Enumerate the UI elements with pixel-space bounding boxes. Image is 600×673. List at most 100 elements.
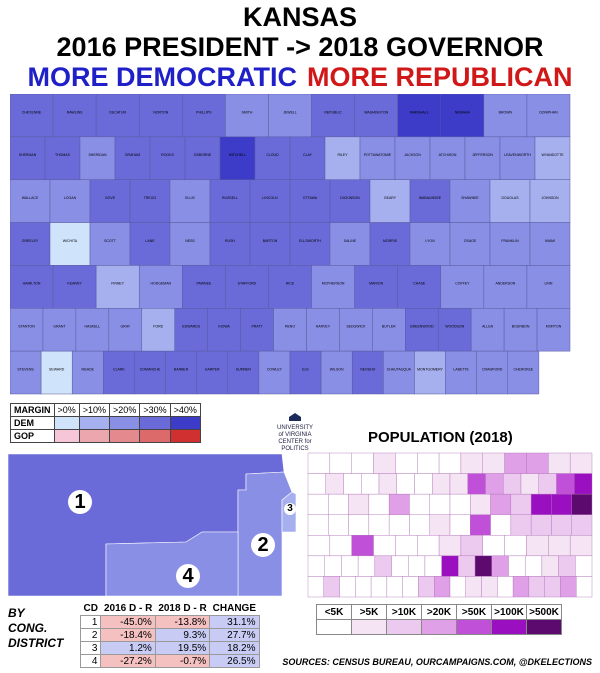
- pop-county-marion: [482, 535, 505, 557]
- county-shape: [369, 179, 411, 223]
- pop-county-jefferson: [538, 473, 557, 495]
- county-jefferson: JEFFERSON: [464, 136, 501, 180]
- county-shape: [476, 350, 509, 395]
- by-district-heading: BY CONG. DISTRICT: [8, 606, 63, 651]
- pop-bin-1: >5K: [351, 604, 387, 620]
- row-change: 31.1%: [209, 615, 260, 629]
- pop-county-atchison: [520, 473, 539, 495]
- pop-county-kearny: [329, 535, 352, 557]
- county-shape: [207, 308, 241, 352]
- county-label: JACKSON: [404, 153, 421, 157]
- county-cloud: CLOUD: [254, 136, 291, 180]
- row-2018: 19.5%: [154, 641, 211, 655]
- county-shape: [169, 179, 211, 223]
- county-label: GREENWOOD: [410, 325, 434, 329]
- county-label: CLARK: [113, 367, 125, 371]
- row-change: 27.7%: [209, 628, 260, 642]
- county-label: DOUGLAS: [501, 196, 519, 200]
- county-shape: [320, 350, 353, 395]
- pop-county-hodgeman: [373, 535, 396, 557]
- pop-county-butler: [491, 555, 509, 577]
- dem-label: DEM: [10, 416, 55, 430]
- county-shape: [324, 136, 361, 180]
- county-label: FINNEY: [111, 282, 125, 286]
- county-label: HARVEY: [316, 325, 331, 329]
- row-change: 18.2%: [209, 641, 260, 655]
- county-label: GRAY: [120, 325, 130, 329]
- county-russell: RUSSELL: [209, 179, 251, 223]
- county-wilson: WILSON: [320, 350, 353, 395]
- county-label: CHASE: [413, 282, 426, 286]
- county-geary: GEARY: [369, 179, 411, 223]
- county-doniphan: DONIPHAN: [526, 94, 571, 138]
- county-label: SUMNER: [236, 367, 252, 371]
- county-shape: [489, 222, 531, 266]
- more-dem-label: MORE DEMOCRATIC: [27, 62, 297, 92]
- county-shape: [354, 94, 398, 138]
- county-clark: CLARK: [103, 350, 135, 395]
- pop-county-stafford: [417, 535, 440, 557]
- county-shape: [268, 265, 312, 309]
- pop-county-lane: [368, 514, 390, 536]
- county-shape: [174, 308, 208, 352]
- county-butler: BUTLER: [372, 308, 406, 352]
- county-saline: SALINE: [329, 222, 371, 266]
- county-label: WABAUNSEE: [419, 196, 442, 200]
- county-shape: [405, 308, 439, 352]
- county-shape: [10, 308, 44, 352]
- county-marion: MARION: [354, 265, 398, 309]
- county-shape: [103, 350, 135, 395]
- pop-county-edwards: [391, 555, 409, 577]
- margin-legend: MARGIN >0% >10% >20% >30% >40% DEM GOP: [10, 403, 201, 443]
- pop-county-franklin: [551, 514, 572, 536]
- county-douglas: DOUGLAS: [489, 179, 531, 223]
- county-lane: LANE: [129, 222, 171, 266]
- gop-swatch-4: [169, 429, 201, 443]
- county-shape: [169, 222, 211, 266]
- county-labette: LABETTE: [445, 350, 477, 395]
- county-label: JEFFERSON: [472, 153, 493, 157]
- county-shape: [95, 265, 140, 309]
- pop-bin-4: >50K: [456, 604, 492, 620]
- county-shape: [536, 308, 571, 352]
- county-shape: [499, 136, 536, 180]
- county-shape: [449, 222, 491, 266]
- county-label: CHEROKEE: [514, 367, 534, 371]
- county-smith: SMITH: [225, 94, 269, 138]
- county-mcpherson: MCPHERSON: [311, 265, 355, 309]
- county-shape: [10, 94, 54, 138]
- row-2016: -18.4%: [100, 628, 156, 642]
- county-label: WOODSON: [445, 325, 464, 329]
- congressional-district-map: [7, 453, 297, 597]
- county-label: NORTON: [153, 110, 169, 114]
- county-shape: [351, 350, 384, 395]
- pop-county-comanche: [370, 576, 388, 598]
- pop-county-saline: [470, 514, 491, 536]
- county-harvey: HARVEY: [306, 308, 340, 352]
- county-label: GOVE: [105, 196, 116, 200]
- county-shape: [529, 179, 571, 223]
- county-label: CLOUD: [266, 153, 279, 157]
- county-label: POTTAWATOMIE: [364, 153, 392, 157]
- county-osborne: OSBORNE: [184, 136, 221, 180]
- county-neosho: NEOSHO: [351, 350, 384, 395]
- county-shape: [10, 222, 51, 266]
- county-shape: [240, 308, 274, 352]
- col-2016: 2016 D - R: [103, 603, 153, 614]
- county-shape: [354, 265, 398, 309]
- pop-swatch-3: [421, 619, 457, 635]
- county-shape: [225, 94, 269, 138]
- county-decatur: DECATUR: [95, 94, 140, 138]
- county-wallace: WALLACE: [10, 179, 51, 223]
- pop-county-meade: [339, 576, 356, 598]
- county-morton: MORTON: [536, 308, 571, 352]
- county-seward: SEWARD: [40, 350, 73, 395]
- county-graham: GRAHAM: [114, 136, 151, 180]
- county-atchison: ATCHISON: [429, 136, 466, 180]
- county-label: COWLEY: [267, 367, 283, 371]
- county-shape: [219, 136, 256, 180]
- county-pratt: PRATT: [240, 308, 274, 352]
- county-shape: [165, 350, 197, 395]
- pop-county-linn: [569, 535, 593, 557]
- county-label: RUSSELL: [222, 196, 238, 200]
